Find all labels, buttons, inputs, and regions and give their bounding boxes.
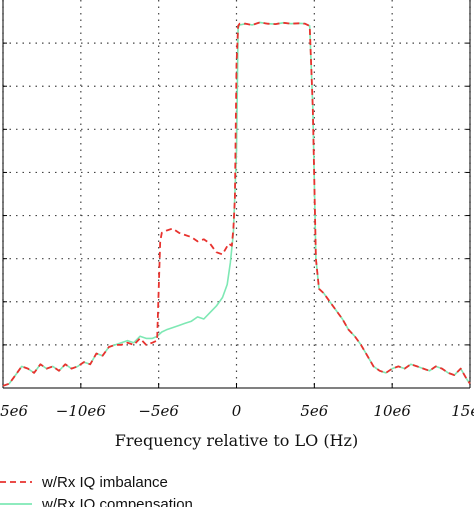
series-layer (2, 21, 471, 387)
x-tick-label: 10e6 (373, 402, 411, 420)
x-tick-label: −10e6 (56, 402, 107, 420)
series-line-w-rx-iq-imbalance (2, 21, 471, 387)
x-tick-label: 5e6 (300, 402, 328, 420)
legend-label: w/Rx IQ imbalance (41, 474, 168, 491)
legend: w/Rx IQ imbalance w/Rx IQ compensation (0, 474, 193, 507)
x-tick-label: −5e6 (138, 402, 179, 420)
legend-label: w/Rx IQ compensation (41, 496, 193, 507)
x-axis-title: Frequency relative to LO (Hz) (115, 431, 358, 450)
x-tick-labels: −15e6 −10e6 −5e6 0 5e6 10e6 15e6 (0, 402, 474, 420)
x-tick-label: 0 (232, 402, 242, 420)
x-tick-label: −15e6 (0, 402, 28, 420)
plot-frame (2, 0, 471, 389)
x-tick-label: 15e6 (451, 402, 474, 420)
